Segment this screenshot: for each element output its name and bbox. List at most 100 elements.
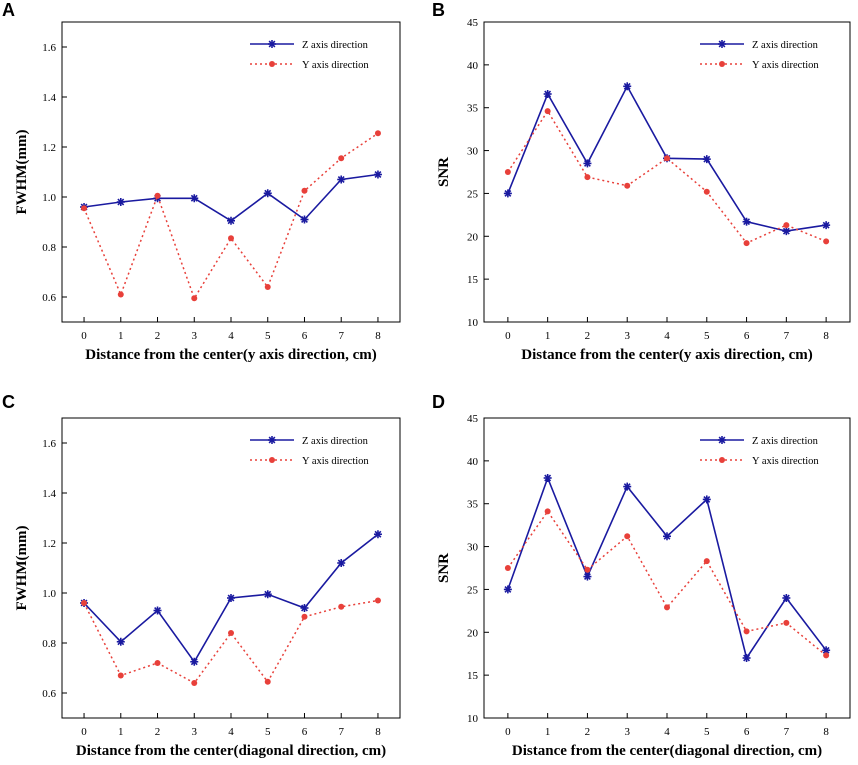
panel-b-xtick-label: 7 bbox=[784, 330, 790, 342]
panel-a-series-y-point bbox=[264, 284, 271, 290]
panel-b-ytick-label: 20 bbox=[467, 231, 479, 243]
panel-a-xtick-label: 8 bbox=[375, 330, 381, 342]
panel-c-series-z-point bbox=[190, 657, 199, 666]
panel-b-ytick-label: 45 bbox=[467, 17, 479, 29]
panel-b-series-z-point-stroke-3 bbox=[743, 218, 751, 226]
panel-b-series-z-point-stroke-3 bbox=[623, 82, 631, 90]
panel-a-series-z-point bbox=[300, 215, 309, 224]
panel-d-legend-label-y: Y axis direction bbox=[752, 456, 819, 467]
panel-a-legend-marker-z bbox=[268, 40, 276, 48]
panel-c-series-z-point-stroke-3 bbox=[337, 559, 345, 567]
panel-c-series-z-point-stroke-3 bbox=[227, 594, 235, 602]
panel-d-series-z-point bbox=[583, 572, 592, 581]
panel-a-legend-marker-y bbox=[269, 61, 275, 67]
panel-a-series-z-point bbox=[116, 198, 125, 206]
panel-a-xtick-label: 1 bbox=[118, 330, 124, 342]
panel-b-series-z-point bbox=[702, 155, 711, 164]
panel-b-series-y-point bbox=[703, 188, 710, 195]
panel-a-legend-marker-z-stroke-3 bbox=[268, 40, 276, 48]
panel-c-x-axis-title: Distance from the center(diagonal direct… bbox=[76, 743, 386, 759]
panel-d-series-z-point bbox=[702, 495, 711, 504]
panel-b-series-z-point bbox=[543, 90, 552, 98]
panel-c-xtick-label: 0 bbox=[81, 726, 87, 738]
panel-d-xtick-label: 3 bbox=[624, 726, 630, 738]
panel-a-series-z-point-stroke-3 bbox=[337, 176, 345, 183]
panel-c-series-z-point-stroke-3 bbox=[374, 530, 382, 538]
panel-a-series-z-point bbox=[373, 170, 382, 179]
panel-c-y-axis-title: FWHM(mm) bbox=[14, 526, 30, 611]
panel-c-legend-marker-y bbox=[269, 457, 275, 463]
panel-a-legend-label-z: Z axis direction bbox=[302, 40, 369, 51]
panel-d-xtick-label: 8 bbox=[823, 726, 829, 738]
panel-d-series-y-point bbox=[783, 619, 790, 626]
panel-d-ytick-label: 30 bbox=[467, 542, 479, 554]
panel-d-legend: Z axis direction Y axis direction bbox=[700, 436, 819, 467]
panel-c-xtick-label: 8 bbox=[375, 726, 381, 738]
panel-d-series-z-point-stroke-3 bbox=[663, 532, 671, 540]
panel-a-ytick-label: 0.8 bbox=[42, 242, 56, 254]
panel-a-ytick-label: 0.6 bbox=[42, 292, 56, 304]
panel-c-series-y-point bbox=[228, 630, 234, 636]
panel-d-series-y-point bbox=[743, 628, 750, 635]
panel-a-legend: Z axis direction Y axis direction bbox=[250, 40, 369, 71]
panel-a-series-y-point bbox=[338, 155, 345, 162]
panel-b-series-y-point bbox=[544, 108, 551, 115]
panel-c-series-z-point-stroke-3 bbox=[117, 638, 125, 646]
panel-d-series-z-point-stroke-3 bbox=[623, 483, 631, 491]
panel-d-ytick-label: 45 bbox=[467, 413, 479, 425]
panel-c-xtick-label: 2 bbox=[155, 726, 161, 738]
panel-d-series-y-point bbox=[823, 652, 830, 659]
panel-d-series-z-point bbox=[822, 646, 831, 655]
panel-b-series-y-point bbox=[664, 155, 670, 162]
panel-a-series-y-point bbox=[154, 192, 161, 199]
panel-b-xtick-label: 1 bbox=[545, 330, 551, 342]
panel-d-xtick-label: 4 bbox=[664, 726, 670, 738]
panel-c-legend-marker-z-stroke-3 bbox=[268, 436, 276, 444]
panel-a-series-y-point bbox=[81, 205, 88, 212]
panel-d-series-z-point bbox=[623, 482, 632, 491]
panel-a-letter: A bbox=[2, 0, 15, 20]
panel-d-series-z-point-stroke-3 bbox=[703, 495, 711, 503]
panel-c-legend-label-y: Y axis direction bbox=[302, 456, 369, 467]
panel-a-xtick-label: 0 bbox=[81, 330, 87, 342]
panel-d-series-z-point bbox=[663, 532, 671, 541]
panel-d-xtick-label: 2 bbox=[585, 726, 591, 738]
panel-b-ytick-label: 40 bbox=[467, 60, 479, 72]
panel-b-ytick-label: 30 bbox=[467, 146, 479, 158]
panel-d-series-y-point bbox=[504, 565, 511, 571]
panel-b-xtick-label: 4 bbox=[664, 330, 670, 342]
panel-c-xtick-label: 4 bbox=[228, 726, 234, 738]
panel-b-ytick-label: 25 bbox=[467, 188, 479, 200]
panel-d-series-z-point-stroke-3 bbox=[504, 585, 512, 593]
panel-b-xtick-label: 8 bbox=[823, 330, 829, 342]
panel-d-series-z-point bbox=[543, 474, 552, 482]
panel-b-series-z-point bbox=[782, 227, 791, 236]
panel-d-series-z-point bbox=[503, 585, 512, 594]
panel-d-legend-label-z: Z axis direction bbox=[752, 436, 819, 447]
panel-b-xtick-label: 2 bbox=[585, 330, 591, 342]
panel-b-series-z-point-stroke-3 bbox=[583, 159, 591, 167]
panel-b-series-y-point bbox=[584, 174, 591, 181]
panel-c-series-z-point bbox=[227, 594, 235, 602]
panel-d-series-z-point bbox=[782, 594, 791, 602]
panel-b-xtick-label: 5 bbox=[704, 330, 710, 342]
panel-c-ytick-label: 0.6 bbox=[42, 688, 56, 700]
panel-a-series-y-point bbox=[191, 295, 198, 302]
panel-b-ytick-label: 10 bbox=[467, 317, 479, 329]
panel-b-legend-label-z: Z axis direction bbox=[752, 40, 819, 51]
panel-a-y-axis-title: FWHM(mm) bbox=[14, 130, 30, 215]
panel-d-xtick-label: 5 bbox=[704, 726, 710, 738]
panel-a-series-z-point bbox=[190, 194, 199, 203]
panel-b-y-axis-title: SNR bbox=[436, 157, 452, 187]
panel-c-legend: Z axis direction Y axis direction bbox=[250, 436, 369, 467]
panel-a-xtick-label: 3 bbox=[192, 330, 198, 342]
panel-b-legend: Z axis direction Y axis direction bbox=[700, 40, 819, 71]
panel-a-series-z-point-stroke-3 bbox=[301, 216, 308, 223]
panel-d-ytick-label: 10 bbox=[467, 713, 479, 725]
panel-d-ytick-label: 20 bbox=[467, 627, 479, 639]
panel-c-series-z-point bbox=[373, 530, 382, 539]
panel-b-series-y-point bbox=[783, 222, 790, 229]
panel-c-legend-label-z: Z axis direction bbox=[302, 436, 369, 447]
panel-c-xtick-label: 6 bbox=[302, 726, 308, 738]
